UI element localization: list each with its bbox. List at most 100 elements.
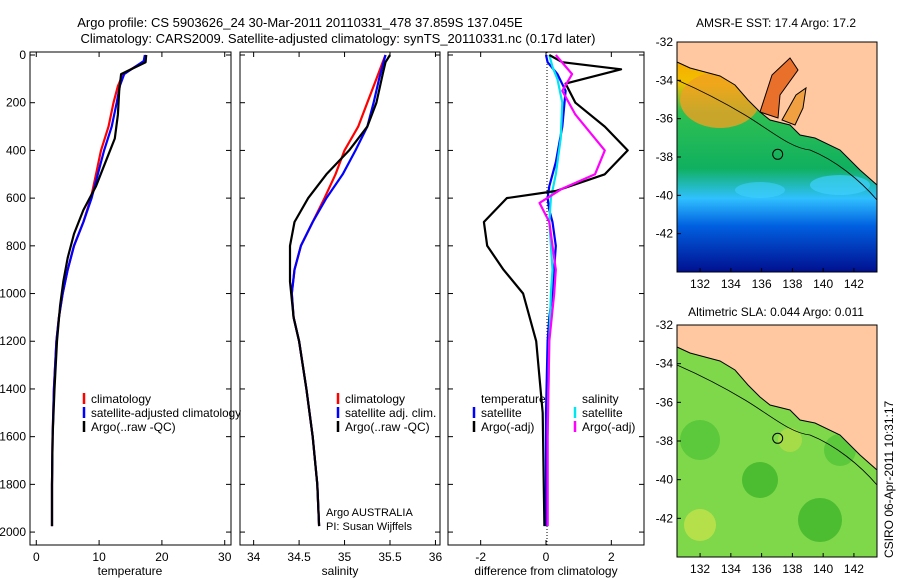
map-y-tick-label: -34 bbox=[656, 73, 674, 87]
x-tick-label: 35.5 bbox=[378, 550, 402, 564]
sst-gulf bbox=[781, 86, 807, 126]
sst-float-marker bbox=[772, 148, 784, 160]
legend-label-sal-satellite: satellite bbox=[582, 406, 623, 420]
map-x-tick-label: 142 bbox=[844, 277, 864, 291]
legend-heading-salinity: salinity bbox=[582, 392, 619, 406]
series-line bbox=[482, 54, 629, 527]
y-tick-label: 200 bbox=[6, 96, 26, 110]
map-y-tick-label: -36 bbox=[656, 112, 674, 126]
sla-blob bbox=[798, 498, 842, 542]
series-line bbox=[290, 54, 387, 527]
map-x-tick-label: 140 bbox=[813, 562, 833, 576]
map-y-tick-label: -40 bbox=[656, 188, 674, 202]
legend-label-argo: Argo(..raw -QC) bbox=[91, 420, 176, 434]
y-tick-label: 400 bbox=[6, 143, 26, 157]
sst-cool-patch bbox=[735, 182, 785, 198]
map-x-tick-label: 142 bbox=[844, 562, 864, 576]
sla-land-mask bbox=[676, 324, 878, 472]
temperature-xlabel: temperature bbox=[98, 564, 163, 578]
y-tick-label: 1800 bbox=[0, 477, 26, 491]
y-tick-label: 1000 bbox=[0, 287, 26, 301]
map-x-tick-label: 136 bbox=[752, 562, 772, 576]
salinity-xlabel: salinity bbox=[322, 564, 359, 578]
x-tick-label: 10 bbox=[92, 550, 106, 564]
legend-label-sal-argo: Argo(-adj) bbox=[582, 420, 635, 434]
map-y-tick-label: -38 bbox=[656, 150, 674, 164]
map-y-tick-label: -32 bbox=[656, 35, 674, 49]
legend-label-temp-satellite: satellite bbox=[481, 406, 522, 420]
map-y-tick-label: -34 bbox=[656, 357, 674, 371]
y-tick-label: 1200 bbox=[0, 334, 26, 348]
figure-subtitle: Climatology: CARS2009. Satellite-adjuste… bbox=[81, 31, 596, 46]
y-tick-label: 2000 bbox=[0, 525, 26, 539]
sst-map-panel: AMSR-E SST: 17.4 Argo: 17.2 bbox=[676, 16, 878, 273]
x-tick-label: 36 bbox=[429, 550, 443, 564]
x-tick-label: 34.5 bbox=[287, 550, 311, 564]
sla-map-title: Altimetric SLA: 0.044 Argo: 0.011 bbox=[688, 305, 864, 319]
x-tick-label: 20 bbox=[155, 550, 169, 564]
legend-label-temp-argo: Argo(-adj) bbox=[481, 420, 534, 434]
map-y-tick-label: -42 bbox=[656, 511, 674, 525]
salinity-panel bbox=[239, 51, 441, 546]
y-tick-label: 800 bbox=[6, 239, 26, 253]
series-line bbox=[538, 54, 606, 527]
x-tick-label: 30 bbox=[218, 550, 232, 564]
legend-label-climatology: climatology bbox=[345, 392, 405, 406]
map-x-tick-label: 140 bbox=[813, 277, 833, 291]
y-tick-label: 1400 bbox=[0, 382, 26, 396]
pi-annotation-line1: Argo AUSTRALIA bbox=[326, 507, 413, 519]
legend-label-satellite: satellite adj. clim. bbox=[345, 406, 436, 420]
legend-label-satellite: satellite-adjusted climatology bbox=[91, 406, 241, 420]
sla-blob bbox=[778, 428, 802, 452]
x-tick-label: 35 bbox=[338, 550, 352, 564]
x-tick-label: 0 bbox=[543, 550, 550, 564]
salinity-legend: climatology satellite adj. clim. Argo(..… bbox=[326, 392, 436, 533]
sla-shelf-contour bbox=[676, 364, 878, 486]
temperature-legend: climatology satellite-adjusted climatolo… bbox=[82, 392, 241, 434]
side-stamp: CSIRO 06-Apr-2011 10:31:17 bbox=[882, 400, 896, 558]
chart-marks: 0 10 20 30020040060080010001200140016001800… bbox=[0, 35, 864, 576]
series-line bbox=[50, 54, 148, 527]
y-tick-label: 0 bbox=[19, 48, 26, 62]
series-line bbox=[288, 54, 391, 527]
series-line bbox=[50, 54, 146, 527]
sla-blob bbox=[684, 509, 716, 541]
map-x-tick-label: 134 bbox=[721, 277, 741, 291]
x-tick-label: -2 bbox=[475, 550, 486, 564]
difference-legend: temperature satellite Argo(-adj) salinit… bbox=[472, 392, 635, 434]
difference-xlabel: difference from climatology bbox=[474, 564, 617, 578]
sst-gulf bbox=[759, 57, 799, 119]
map-x-tick-label: 132 bbox=[690, 277, 710, 291]
sla-map-panel: Altimetric SLA: 0.044 Argo: 0.011 bbox=[676, 305, 878, 558]
map-y-tick-label: -42 bbox=[656, 227, 674, 241]
legend-label-climatology: climatology bbox=[91, 392, 151, 406]
pi-annotation-line2: PI: Susan Wijffels bbox=[326, 521, 412, 533]
map-x-tick-label: 134 bbox=[721, 562, 741, 576]
sla-float-marker bbox=[772, 432, 784, 444]
x-tick-label: 2 bbox=[608, 550, 615, 564]
y-tick-label: 1600 bbox=[0, 430, 26, 444]
map-x-tick-label: 136 bbox=[752, 277, 772, 291]
map-y-tick-label: -38 bbox=[656, 434, 674, 448]
x-tick-label: 0 bbox=[33, 550, 40, 564]
map-y-tick-label: -32 bbox=[656, 318, 674, 332]
series-line bbox=[544, 54, 567, 527]
figure-title: Argo profile: CS 5903626_24 30-Mar-2011 … bbox=[77, 15, 523, 30]
map-x-tick-label: 138 bbox=[782, 277, 802, 291]
map-x-tick-label: 138 bbox=[782, 562, 802, 576]
salinity-axes-frame bbox=[239, 51, 441, 546]
sla-blob bbox=[680, 420, 720, 460]
map-y-tick-label: -40 bbox=[656, 473, 674, 487]
map-x-tick-label: 132 bbox=[690, 562, 710, 576]
legend-heading-temperature: temperature bbox=[481, 392, 546, 406]
sla-blob bbox=[742, 462, 778, 498]
y-tick-label: 600 bbox=[6, 191, 26, 205]
sst-map-title: AMSR-E SST: 17.4 Argo: 17.2 bbox=[696, 16, 856, 30]
series-line bbox=[290, 54, 387, 527]
temperature-axes-frame bbox=[29, 51, 232, 546]
series-line bbox=[50, 54, 148, 527]
x-tick-label: 34 bbox=[247, 550, 261, 564]
temperature-panel bbox=[29, 51, 232, 546]
sst-shelf-contour bbox=[676, 79, 878, 201]
